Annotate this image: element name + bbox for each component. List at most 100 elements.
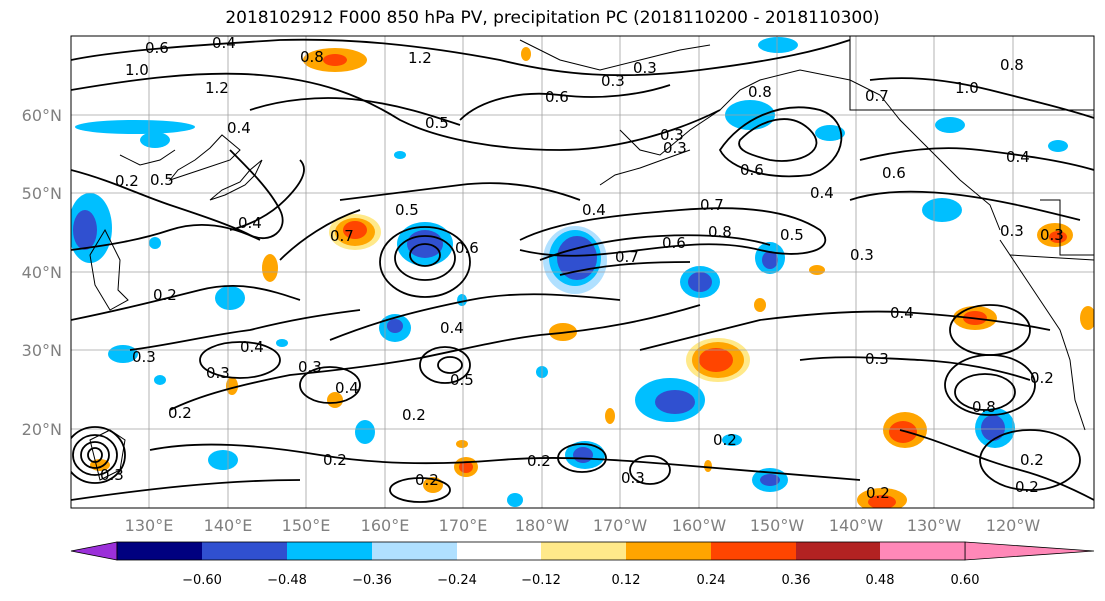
graticule <box>71 36 1094 508</box>
contour-label: 0.2 <box>402 406 426 424</box>
contour-label: 0.8 <box>300 48 324 66</box>
lon-label: 160°W <box>672 516 727 535</box>
lon-label: 130°W <box>907 516 962 535</box>
lon-label: 140°E <box>204 516 253 535</box>
contour-label: 0.4 <box>227 119 251 137</box>
colorbar-tick-label: 0.12 <box>612 573 641 588</box>
contour-label: 0.7 <box>330 227 354 245</box>
contour-label: 0.3 <box>132 348 156 366</box>
colorbar-tick-label: −0.60 <box>182 573 222 588</box>
lon-label: 150°W <box>750 516 805 535</box>
lon-label: 140°W <box>829 516 884 535</box>
contour-label: 0.5 <box>450 371 474 389</box>
lon-label: 130°E <box>125 516 174 535</box>
contour-label: 0.4 <box>212 34 236 52</box>
colorbar-segment <box>541 542 626 560</box>
contour-label: 0.3 <box>660 126 684 144</box>
contour-label: 0.3 <box>206 364 230 382</box>
contour-label: 0.6 <box>455 239 479 257</box>
contour-labels: 0.6 0.4 1.0 0.8 1.2 0.5 0.3 0.2 0.7 0.4 … <box>100 34 1064 502</box>
contour-label: 0.6 <box>662 234 686 252</box>
contour-label: 0.3 <box>1040 226 1064 244</box>
contour-label: 0.3 <box>601 72 625 90</box>
contour-label: 0.4 <box>890 304 914 322</box>
contour-label: 0.2 <box>115 172 139 190</box>
colorbar-tick-label: 0.24 <box>697 573 726 588</box>
contour-label: 0.3 <box>1000 222 1024 240</box>
positive-precip-shading <box>90 47 1094 508</box>
contour-label: 0.4 <box>1006 148 1030 166</box>
lat-label: 30°N <box>22 341 62 360</box>
colorbar-tick-label: 0.60 <box>951 573 980 588</box>
lon-label: 170°E <box>439 516 488 535</box>
pv-contours <box>71 38 1094 503</box>
colorbar-segment <box>117 542 202 560</box>
contour-label: 0.5 <box>150 171 174 189</box>
contour-label: 0.2 <box>1030 369 1054 387</box>
contour-label: 0.3 <box>850 246 874 264</box>
coastlines <box>89 36 1094 481</box>
contour-label: 0.4 <box>238 214 262 232</box>
contour-label: 1.0 <box>955 79 979 97</box>
map-title: 2018102912 F000 850 hPa PV, precipitatio… <box>225 8 880 28</box>
contour-label: 0.2 <box>323 451 347 469</box>
colorbar-outline <box>116 541 966 561</box>
contour-label: 0.4 <box>240 338 264 356</box>
contour-label: 0.3 <box>633 59 657 77</box>
contour-label: 1.2 <box>408 49 432 67</box>
lat-label: 40°N <box>22 263 62 282</box>
contour-label: 0.6 <box>740 161 764 179</box>
contour-label: 0.5 <box>395 201 419 219</box>
contour-label: 0.2 <box>415 471 439 489</box>
colorbar-segment <box>626 542 711 560</box>
contour-label: 0.2 <box>1015 478 1039 496</box>
contour-label: 0.5 <box>425 114 449 132</box>
contour-label: 0.4 <box>810 184 834 202</box>
contour-label: 0.8 <box>1000 56 1024 74</box>
colorbar-segment <box>202 542 287 560</box>
colorbar <box>70 541 1095 561</box>
contour-label: 0.7 <box>615 248 639 266</box>
contour-label: 0.3 <box>100 466 124 484</box>
contour-label: 0.6 <box>882 164 906 182</box>
lat-label: 50°N <box>22 184 62 203</box>
colorbar-segment <box>711 542 796 560</box>
contour-label: 0.2 <box>527 452 551 470</box>
colorbar-tick-label: −0.12 <box>521 573 561 588</box>
longitude-labels: 130°E 140°E 150°E 160°E 170°E 180°W 170°… <box>125 516 1041 535</box>
lon-label: 160°E <box>361 516 410 535</box>
contour-label: 0.5 <box>780 226 804 244</box>
contour-label: 0.7 <box>700 196 724 214</box>
contour-label: 0.2 <box>153 286 177 304</box>
contour-label: 0.8 <box>748 83 772 101</box>
contour-label: 0.7 <box>865 87 889 105</box>
contour-label: 0.6 <box>545 88 569 106</box>
contour-label: 0.3 <box>298 358 322 376</box>
colorbar-max-extend <box>964 541 1095 561</box>
contour-label: 0.4 <box>440 319 464 337</box>
contour-label: 0.2 <box>866 484 890 502</box>
colorbar-ticks: −0.60 −0.48 −0.36 −0.24 −0.12 0.12 0.24 … <box>182 573 979 588</box>
contour-label: 0.3 <box>865 350 889 368</box>
colorbar-tick-label: 0.36 <box>782 573 811 588</box>
colorbar-tick-label: −0.36 <box>352 573 392 588</box>
contour-label: 0.2 <box>168 404 192 422</box>
contour-label: 1.0 <box>125 61 149 79</box>
lon-label: 120°W <box>986 516 1041 535</box>
contour-label: 0.3 <box>621 469 645 487</box>
lat-label: 60°N <box>22 106 62 125</box>
lon-label: 180°W <box>515 516 570 535</box>
colorbar-tick-label: −0.48 <box>267 573 307 588</box>
lon-label: 150°E <box>282 516 331 535</box>
colorbar-segment <box>457 542 541 560</box>
colorbar-tick-label: −0.24 <box>437 573 477 588</box>
colorbar-segment <box>880 542 965 560</box>
colorbar-min-extend <box>70 541 118 561</box>
contour-label: 1.2 <box>205 79 229 97</box>
latitude-labels: 60°N 50°N 40°N 30°N 20°N <box>22 106 62 439</box>
contour-label: 0.6 <box>145 39 169 57</box>
contour-label: 0.8 <box>708 223 732 241</box>
map-area: 0.6 0.4 1.0 0.8 1.2 0.5 0.3 0.2 0.7 0.4 … <box>71 34 1094 508</box>
contour-label: 0.3 <box>663 139 687 157</box>
